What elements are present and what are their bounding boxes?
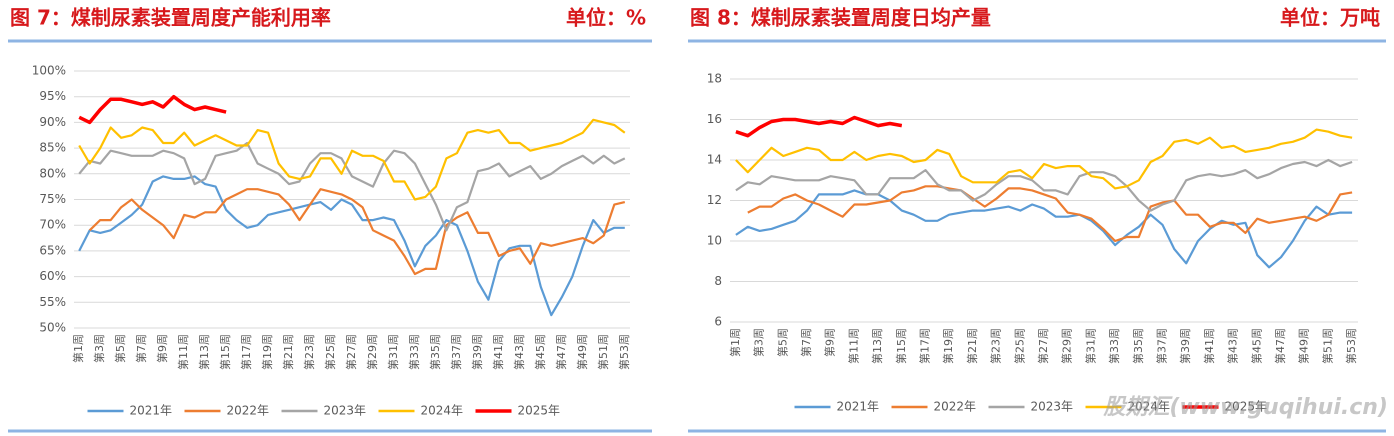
x-tick-label: 第11周 xyxy=(176,334,190,370)
x-tick-label: 第37周 xyxy=(449,334,463,370)
x-tick-label: 第47周 xyxy=(554,334,568,370)
x-tick-label: 第31周 xyxy=(1083,328,1097,364)
y-tick-label: 60% xyxy=(39,269,66,283)
x-tick-label: 第7周 xyxy=(134,334,148,363)
x-tick-label: 第45周 xyxy=(533,334,547,370)
x-tick-label: 第21周 xyxy=(281,334,295,370)
series-line xyxy=(735,158,1353,212)
x-tick-label: 第15周 xyxy=(894,328,908,364)
x-tick-label: 第7周 xyxy=(799,328,813,357)
y-tick-label: 10 xyxy=(707,234,722,248)
y-tick-label: 14 xyxy=(707,153,722,167)
y-tick-label: 50% xyxy=(39,321,66,335)
x-tick-label: 第43周 xyxy=(1226,328,1240,364)
x-tick-label: 第11周 xyxy=(846,328,860,364)
x-tick-label: 第27周 xyxy=(344,334,358,370)
legend-label: 2024年 xyxy=(1128,400,1171,414)
x-tick-label: 第19周 xyxy=(941,328,955,364)
chart-title: 图 7：煤制尿素装置周度产能利用率 xyxy=(10,6,331,30)
x-tick-label: 第45周 xyxy=(1249,328,1263,364)
chart-title: 图 8：煤制尿素装置周度日均产量 xyxy=(690,6,991,30)
y-tick-label: 65% xyxy=(39,243,66,257)
x-tick-label: 第33周 xyxy=(407,334,421,370)
x-tick-label: 第17周 xyxy=(918,328,932,364)
x-tick-label: 第41周 xyxy=(1202,328,1216,364)
x-tick-label: 第21周 xyxy=(965,328,979,364)
series-line xyxy=(88,188,626,276)
chart-unit: 单位：% xyxy=(566,6,646,30)
series-line xyxy=(78,94,227,125)
x-tick-label: 第31周 xyxy=(386,334,400,370)
x-tick-label: 第35周 xyxy=(1131,328,1145,364)
y-tick-label: 100% xyxy=(32,64,66,78)
x-tick-label: 第27周 xyxy=(1036,328,1050,364)
y-tick-label: 90% xyxy=(39,115,66,129)
x-tick-label: 第19周 xyxy=(260,334,274,370)
legend-label: 2021年 xyxy=(130,404,173,418)
x-tick-label: 第5周 xyxy=(775,328,789,357)
x-tick-label: 第39周 xyxy=(470,334,484,370)
y-tick-label: 12 xyxy=(707,193,722,207)
legend-label: 2023年 xyxy=(324,404,367,418)
x-tick-label: 第51周 xyxy=(1320,328,1334,364)
y-tick-label: 55% xyxy=(39,295,66,309)
y-tick-label: 16 xyxy=(707,112,722,126)
legend-label: 2025年 xyxy=(518,404,561,418)
y-tick-label: 75% xyxy=(39,192,66,206)
x-tick-label: 第25周 xyxy=(1012,328,1026,364)
x-tick-label: 第3周 xyxy=(92,334,106,363)
x-tick-label: 第23周 xyxy=(989,328,1003,364)
legend-label: 2024年 xyxy=(421,404,464,418)
y-tick-label: 8 xyxy=(714,274,722,288)
x-tick-label: 第49周 xyxy=(1297,328,1311,364)
x-tick-label: 第43周 xyxy=(512,334,526,370)
x-tick-label: 第33周 xyxy=(1107,328,1121,364)
x-tick-label: 第35周 xyxy=(428,334,442,370)
x-tick-label: 第41周 xyxy=(491,334,505,370)
x-tick-label: 第15周 xyxy=(218,334,232,370)
x-tick-label: 第9周 xyxy=(155,334,169,363)
y-tick-label: 70% xyxy=(39,218,66,232)
legend-label: 2021年 xyxy=(837,400,880,414)
series-line xyxy=(747,185,1353,243)
legend-label: 2023年 xyxy=(1031,400,1074,414)
x-tick-label: 第49周 xyxy=(575,334,589,370)
y-tick-label: 95% xyxy=(39,89,66,103)
series-line xyxy=(735,115,903,138)
x-tick-label: 第29周 xyxy=(1060,328,1074,364)
x-tick-label: 第53周 xyxy=(1344,328,1358,364)
x-tick-label: 第9周 xyxy=(823,328,837,357)
x-tick-label: 第29周 xyxy=(365,334,379,370)
legend-label: 2022年 xyxy=(934,400,977,414)
x-tick-label: 第13周 xyxy=(870,328,884,364)
y-tick-label: 80% xyxy=(39,166,66,180)
series-line xyxy=(78,141,626,232)
x-tick-label: 第1周 xyxy=(71,334,85,363)
series-line xyxy=(78,118,626,201)
x-tick-label: 第1周 xyxy=(728,328,742,357)
legend-label: 2022年 xyxy=(227,404,270,418)
series-line xyxy=(735,189,1353,269)
series-line xyxy=(735,128,1353,190)
x-tick-label: 第37周 xyxy=(1154,328,1168,364)
x-tick-label: 第53周 xyxy=(617,334,631,370)
x-tick-label: 第39周 xyxy=(1178,328,1192,364)
watermark: 股期汇(www.guqihui.cn) xyxy=(1102,395,1388,420)
y-tick-label: 85% xyxy=(39,141,66,155)
x-tick-label: 第17周 xyxy=(239,334,253,370)
x-tick-label: 第3周 xyxy=(752,328,766,357)
x-tick-label: 第47周 xyxy=(1273,328,1287,364)
x-tick-label: 第23周 xyxy=(302,334,316,370)
y-tick-label: 6 xyxy=(714,315,722,329)
x-tick-label: 第51周 xyxy=(596,334,610,370)
chart-unit: 单位：万吨 xyxy=(1280,6,1380,30)
x-tick-label: 第5周 xyxy=(113,334,127,363)
legend-label: 2025年 xyxy=(1225,400,1268,414)
x-tick-label: 第25周 xyxy=(323,334,337,370)
x-tick-label: 第13周 xyxy=(197,334,211,370)
y-tick-label: 18 xyxy=(707,72,722,86)
series-line xyxy=(78,175,625,317)
